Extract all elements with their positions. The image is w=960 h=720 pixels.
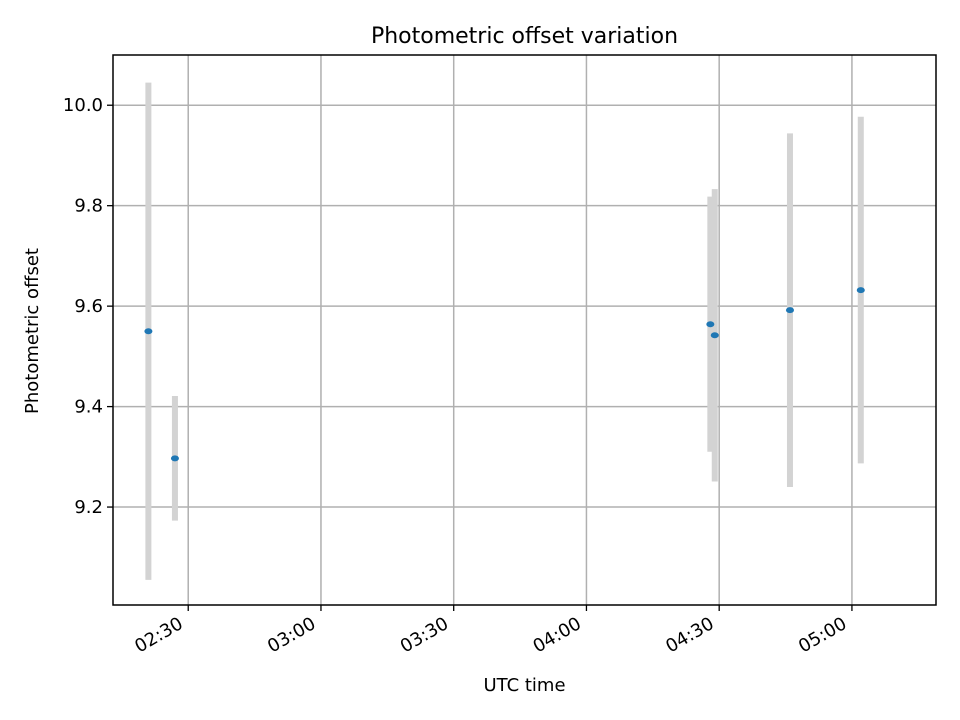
data-point xyxy=(170,455,179,462)
data-point xyxy=(706,321,715,328)
y-tick-label: 9.2 xyxy=(74,497,103,518)
y-tick-label: 10.0 xyxy=(63,95,103,116)
data-point xyxy=(785,307,794,314)
y-tick-label: 9.6 xyxy=(74,296,103,317)
grid xyxy=(113,55,936,605)
data-point xyxy=(144,328,153,335)
y-tick-label: 9.4 xyxy=(74,397,103,418)
chart-title: Photometric offset variation xyxy=(371,24,678,49)
plot-frame xyxy=(112,54,937,606)
data-point xyxy=(710,332,719,339)
data-points xyxy=(144,287,865,462)
y-tick-label: 9.8 xyxy=(74,196,103,217)
y-axis-ticks: 9.2 9.4 9.6 9.8 10.0 xyxy=(63,95,113,518)
y-axis-label: Photometric offset xyxy=(22,248,43,414)
data-point xyxy=(856,287,865,294)
x-axis-label: UTC time xyxy=(483,675,565,696)
